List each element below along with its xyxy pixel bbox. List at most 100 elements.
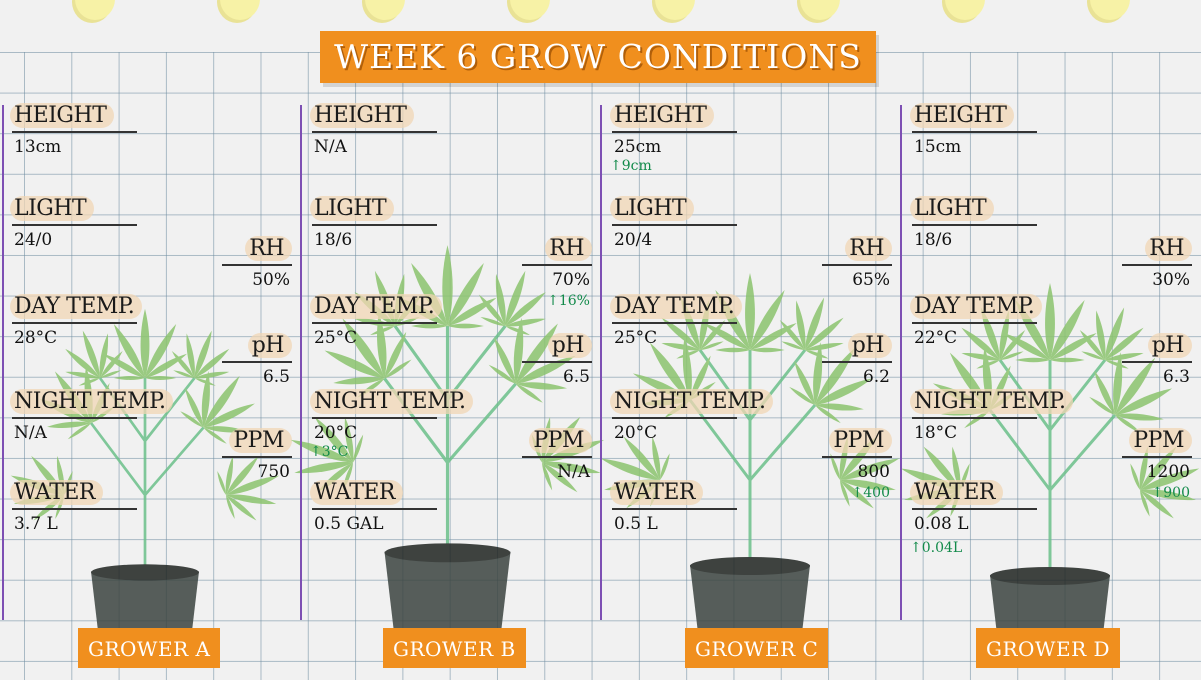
underline <box>312 322 437 324</box>
underline <box>522 264 592 266</box>
underline <box>312 224 437 226</box>
grower-column: HEIGHT 25cm ↑9cm LIGHT 20/4 DAY TEMP. 25°C NIGH… <box>600 0 900 680</box>
underline <box>612 131 737 133</box>
change-indicator: ↑16% <box>547 293 590 309</box>
field-value: 50% <box>252 270 290 290</box>
underline <box>312 508 437 510</box>
field-value: N/A <box>14 423 47 443</box>
underline <box>1122 456 1192 458</box>
column-divider <box>600 105 602 620</box>
field-label: WATER <box>310 480 403 505</box>
field-label: pH <box>247 333 292 358</box>
plant-illustration <box>10 270 280 648</box>
underline <box>312 417 437 419</box>
field-value: 70% <box>552 270 590 290</box>
field-label: HEIGHT <box>310 103 415 128</box>
field-label: LIGHT <box>610 196 695 221</box>
field-label: WATER <box>10 480 103 505</box>
field-value: 0.5 GAL <box>314 514 384 534</box>
field-label: DAY TEMP. <box>310 294 443 319</box>
field-value: 25cm <box>614 137 662 157</box>
field-label: NIGHT TEMP. <box>310 389 474 414</box>
field-value: 6.5 <box>262 367 290 387</box>
pin-icon <box>365 0 405 20</box>
column-divider <box>300 105 302 620</box>
field-label: RH <box>1145 236 1192 261</box>
field-value: 0.5 L <box>614 514 658 534</box>
change-indicator: ↑3°C <box>310 444 349 460</box>
pin-icon <box>655 0 695 20</box>
field-value: 750 <box>257 462 290 482</box>
underline <box>822 264 892 266</box>
underline <box>612 417 737 419</box>
underline <box>522 456 592 458</box>
underline <box>912 224 1037 226</box>
field-label: HEIGHT <box>910 103 1015 128</box>
field-label: LIGHT <box>910 196 995 221</box>
field-label: DAY TEMP. <box>910 294 1043 319</box>
field-value: 24/0 <box>14 230 53 250</box>
underline <box>912 322 1037 324</box>
field-label: HEIGHT <box>610 103 715 128</box>
field-label: RH <box>845 236 892 261</box>
field-value: 28°C <box>14 328 58 348</box>
field-label: NIGHT TEMP. <box>610 389 774 414</box>
field-label: PPM <box>229 428 292 453</box>
underline <box>822 361 892 363</box>
field-value: 30% <box>1152 270 1190 290</box>
field-value: 0.08 L <box>914 514 969 534</box>
underline <box>222 456 292 458</box>
field-label: pH <box>547 333 592 358</box>
field-label: DAY TEMP. <box>10 294 143 319</box>
underline <box>1122 264 1192 266</box>
field-value: N/A <box>314 137 347 157</box>
underline <box>222 361 292 363</box>
change-indicator: ↑400 <box>851 485 890 501</box>
field-value: 25°C <box>314 328 358 348</box>
pin-icon <box>510 0 550 20</box>
grower-label: GROWER A <box>78 628 221 668</box>
field-label: PPM <box>829 428 892 453</box>
underline <box>222 264 292 266</box>
underline <box>912 508 1037 510</box>
field-label: WATER <box>910 480 1003 505</box>
grower-label: GROWER D <box>976 628 1121 668</box>
field-value: 65% <box>852 270 890 290</box>
column-divider <box>900 105 902 620</box>
underline <box>522 361 592 363</box>
field-label: WATER <box>610 480 703 505</box>
underline <box>312 131 437 133</box>
underline <box>612 322 737 324</box>
pin-icon <box>1090 0 1130 20</box>
pin-icon <box>75 0 115 20</box>
field-label: NIGHT TEMP. <box>10 389 174 414</box>
field-value: 15cm <box>914 137 962 157</box>
pin-icon <box>945 0 985 20</box>
underline <box>12 224 137 226</box>
underline <box>12 322 137 324</box>
grower-label: GROWER C <box>685 628 829 668</box>
column-divider <box>2 105 4 620</box>
page-title: WEEK 6 GROW CONDITIONS <box>320 31 876 83</box>
field-value: 18/6 <box>314 230 353 250</box>
field-value: 20/4 <box>614 230 653 250</box>
field-label: PPM <box>529 428 592 453</box>
grower-label: GROWER B <box>383 628 526 668</box>
field-value: 3.7 L <box>14 514 58 534</box>
underline <box>12 131 137 133</box>
field-value: 18/6 <box>914 230 953 250</box>
underline <box>612 224 737 226</box>
change-indicator: ↑0.04L <box>910 540 963 556</box>
underline <box>12 508 137 510</box>
grower-column: HEIGHT N/A LIGHT 18/6 DAY TEMP. 25°C NIGHT TEM… <box>300 0 600 680</box>
field-value: 22°C <box>914 328 958 348</box>
field-label: RH <box>245 236 292 261</box>
field-label: PPM <box>1129 428 1192 453</box>
underline <box>912 131 1037 133</box>
field-value: 6.5 <box>562 367 590 387</box>
grower-column: HEIGHT 13cm LIGHT 24/0 DAY TEMP. 28°C NIGHT TE… <box>0 0 300 680</box>
field-value: 20°C <box>614 423 658 443</box>
field-value: 1200 <box>1146 462 1190 482</box>
field-value: 6.3 <box>1162 367 1190 387</box>
field-label: pH <box>847 333 892 358</box>
